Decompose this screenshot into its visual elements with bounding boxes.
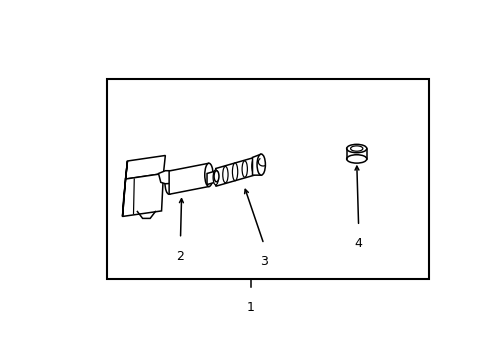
Polygon shape — [158, 171, 175, 184]
Polygon shape — [122, 161, 127, 216]
Ellipse shape — [232, 163, 237, 181]
Ellipse shape — [346, 155, 366, 163]
Polygon shape — [215, 157, 254, 186]
Ellipse shape — [242, 161, 247, 177]
Ellipse shape — [213, 170, 218, 185]
Polygon shape — [206, 171, 216, 185]
Text: 3: 3 — [260, 255, 267, 268]
Ellipse shape — [251, 159, 257, 174]
Ellipse shape — [346, 144, 366, 153]
Polygon shape — [125, 156, 165, 179]
Polygon shape — [252, 154, 261, 175]
Ellipse shape — [257, 154, 265, 175]
Text: 2: 2 — [176, 250, 184, 263]
Text: 4: 4 — [354, 237, 362, 250]
Ellipse shape — [164, 171, 173, 194]
Bar — [106, 79, 428, 279]
Ellipse shape — [223, 166, 227, 183]
Polygon shape — [169, 163, 208, 194]
Ellipse shape — [214, 171, 219, 182]
Ellipse shape — [350, 146, 362, 151]
Polygon shape — [122, 174, 163, 216]
Ellipse shape — [204, 163, 213, 186]
Text: 1: 1 — [246, 301, 254, 314]
